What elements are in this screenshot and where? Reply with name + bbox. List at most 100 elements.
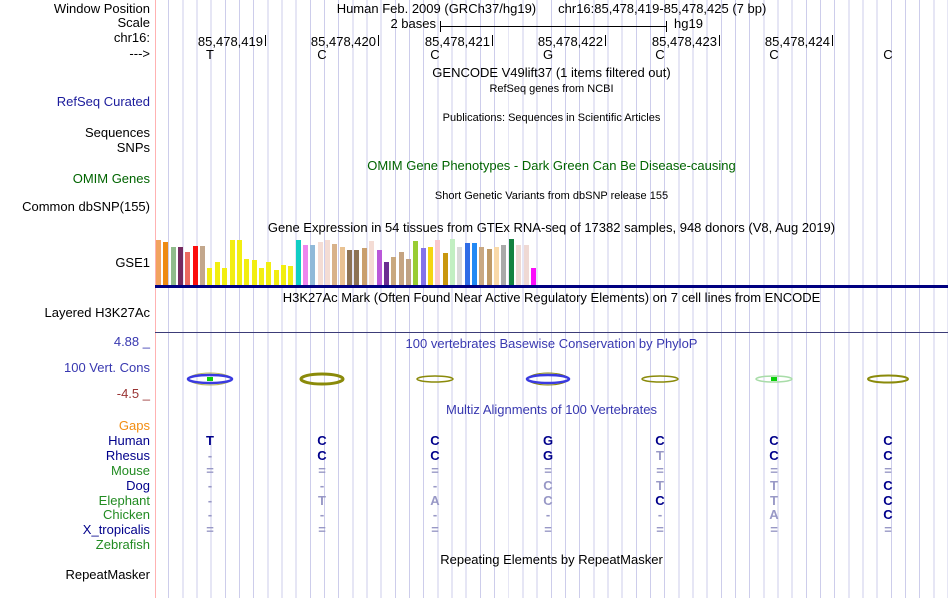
- ruler-tick: [265, 35, 266, 46]
- multiz-species-label-chicken[interactable]: Chicken: [103, 507, 150, 522]
- label-omim-genes[interactable]: OMIM Genes: [72, 171, 150, 186]
- conservation-glyph: [525, 373, 571, 385]
- track-title-phylop[interactable]: 100 vertebrates Basewise Conservation by…: [405, 336, 698, 351]
- label-layered-h3k27ac[interactable]: Layered H3K27Ac: [44, 305, 150, 320]
- gtex-expression-bars[interactable]: [155, 238, 948, 285]
- alignment-base: =: [656, 522, 664, 537]
- gtex-bar: [376, 250, 382, 285]
- gtex-bar: [472, 243, 478, 285]
- label-vert-cons[interactable]: 100 Vert. Cons: [64, 360, 150, 375]
- ruler-position-label: 85,478,422: [537, 34, 603, 49]
- sequence-base: T: [206, 47, 214, 62]
- gtex-bar: [523, 245, 529, 285]
- ruler-tick: [719, 35, 720, 46]
- track-title-gencode[interactable]: GENCODE V49lift37 (1 items filtered out): [432, 65, 671, 80]
- label-refseq-curated[interactable]: RefSeq Curated: [56, 94, 150, 109]
- gtex-bar: [251, 260, 257, 285]
- h3k27ac-track-line[interactable]: [155, 332, 948, 333]
- track-title-gtex[interactable]: Gene Expression in 54 tissues from GTEx …: [267, 220, 836, 235]
- gtex-track-baseline: [155, 285, 948, 288]
- label-repeatmasker[interactable]: RepeatMasker: [65, 567, 150, 582]
- conservation-glyph: [641, 375, 679, 383]
- gtex-bar: [508, 239, 514, 285]
- gtex-bar: [442, 253, 448, 285]
- alignment-base: =: [206, 522, 214, 537]
- alignment-base: =: [770, 463, 778, 478]
- sequence-base: G: [542, 47, 554, 62]
- conservation-glyph: [755, 375, 793, 383]
- sequence-base: C: [317, 47, 327, 62]
- gtex-bar: [273, 270, 279, 285]
- track-title-repeatmasker[interactable]: Repeating Elements by RepeatMasker: [440, 552, 663, 567]
- gtex-bar: [303, 245, 308, 285]
- label-gse1[interactable]: GSE1: [115, 255, 150, 270]
- gtex-bar: [332, 244, 338, 285]
- alignment-base: =: [656, 463, 664, 478]
- gtex-bar: [163, 242, 169, 285]
- sequence-base: C: [769, 47, 779, 62]
- alignment-base: =: [318, 522, 326, 537]
- alignment-base: =: [206, 463, 214, 478]
- label-window-position: Window Position: [53, 1, 150, 16]
- phylop-conservation-glyphs[interactable]: [155, 368, 948, 394]
- gtex-bar: [258, 268, 264, 285]
- alignment-base: C: [883, 433, 893, 448]
- label-cons-scale-top: 4.88 _: [113, 334, 150, 349]
- multiz-species-label-rhesus[interactable]: Rhesus: [105, 448, 150, 463]
- multiz-species-label-elephant[interactable]: Elephant: [98, 493, 150, 508]
- alignment-base: T: [656, 478, 664, 493]
- conservation-dot: [771, 377, 777, 381]
- alignment-base: C: [655, 493, 665, 508]
- gtex-bar: [530, 268, 536, 285]
- track-title-refseq[interactable]: RefSeq genes from NCBI: [489, 83, 614, 95]
- ruler-position-label: 85,478,421: [424, 34, 490, 49]
- ruler-tick: [832, 35, 833, 46]
- gtex-bar: [361, 248, 367, 285]
- multiz-species-label-dog[interactable]: Dog: [126, 478, 150, 493]
- track-title-multiz[interactable]: Multiz Alignments of 100 Vertebrates: [445, 402, 657, 417]
- gtex-bar: [420, 248, 426, 285]
- multiz-species-label-zebrafish[interactable]: Zebrafish: [95, 537, 150, 552]
- header-title: Human Feb. 2009 (GRCh37/hg19) chr16:85,47…: [155, 1, 948, 16]
- multiz-species-label-x_tropicalis[interactable]: X_tropicalis: [82, 522, 150, 537]
- gtex-bar: [494, 247, 500, 285]
- multiz-species-label-gaps[interactable]: Gaps: [118, 418, 150, 433]
- ruler-position-label: 85,478,420: [310, 34, 376, 49]
- position-title: chr16:85,478,419-85,478,425 (7 bp): [558, 1, 767, 16]
- multiz-species-label-human[interactable]: Human: [108, 433, 150, 448]
- label-sequences[interactable]: Sequences: [84, 125, 150, 140]
- gtex-bar: [170, 247, 176, 285]
- gtex-bar: [207, 268, 213, 285]
- alignment-base: C: [883, 507, 893, 522]
- sequence-base: C: [655, 47, 665, 62]
- alignment-base: -: [207, 493, 213, 508]
- track-title-dbsnp[interactable]: Short Genetic Variants from dbSNP releas…: [434, 190, 669, 202]
- label-strand-arrow: --->: [129, 46, 150, 61]
- gtex-bar: [427, 247, 433, 285]
- alignment-base: -: [319, 478, 325, 493]
- alignment-base: C: [883, 478, 893, 493]
- conservation-glyph: [867, 374, 909, 384]
- alignment-base: C: [655, 433, 665, 448]
- alignment-base: T: [770, 478, 778, 493]
- base-position-ruler: 85,478,419 85,478,420 85,478,421 85,478,422…: [155, 34, 948, 49]
- gtex-bar: [200, 246, 206, 285]
- track-title-omim[interactable]: OMIM Gene Phenotypes - Dark Green Can Be…: [367, 158, 736, 173]
- track-title-h3k27ac[interactable]: H3K27Ac Mark (Often Found Near Active Re…: [282, 290, 821, 305]
- alignment-base: A: [769, 507, 779, 522]
- conservation-glyph: [186, 373, 234, 385]
- track-title-publications[interactable]: Publications: Sequences in Scientific Ar…: [442, 112, 661, 124]
- alignment-base: =: [884, 463, 892, 478]
- gtex-bar: [229, 240, 235, 285]
- alignment-base: C: [883, 493, 893, 508]
- multiz-species-label-mouse[interactable]: Mouse: [110, 463, 150, 478]
- label-common-dbsnp[interactable]: Common dbSNP(155): [22, 199, 150, 214]
- ruler-position-label: 85,478,423: [651, 34, 717, 49]
- gtex-bar: [464, 243, 470, 285]
- gtex-bar: [317, 242, 323, 285]
- gtex-bar: [185, 252, 191, 285]
- ruler-position-label: 85,478,424: [764, 34, 830, 49]
- label-snps[interactable]: SNPs: [116, 140, 150, 155]
- position-marker-line: [155, 0, 156, 598]
